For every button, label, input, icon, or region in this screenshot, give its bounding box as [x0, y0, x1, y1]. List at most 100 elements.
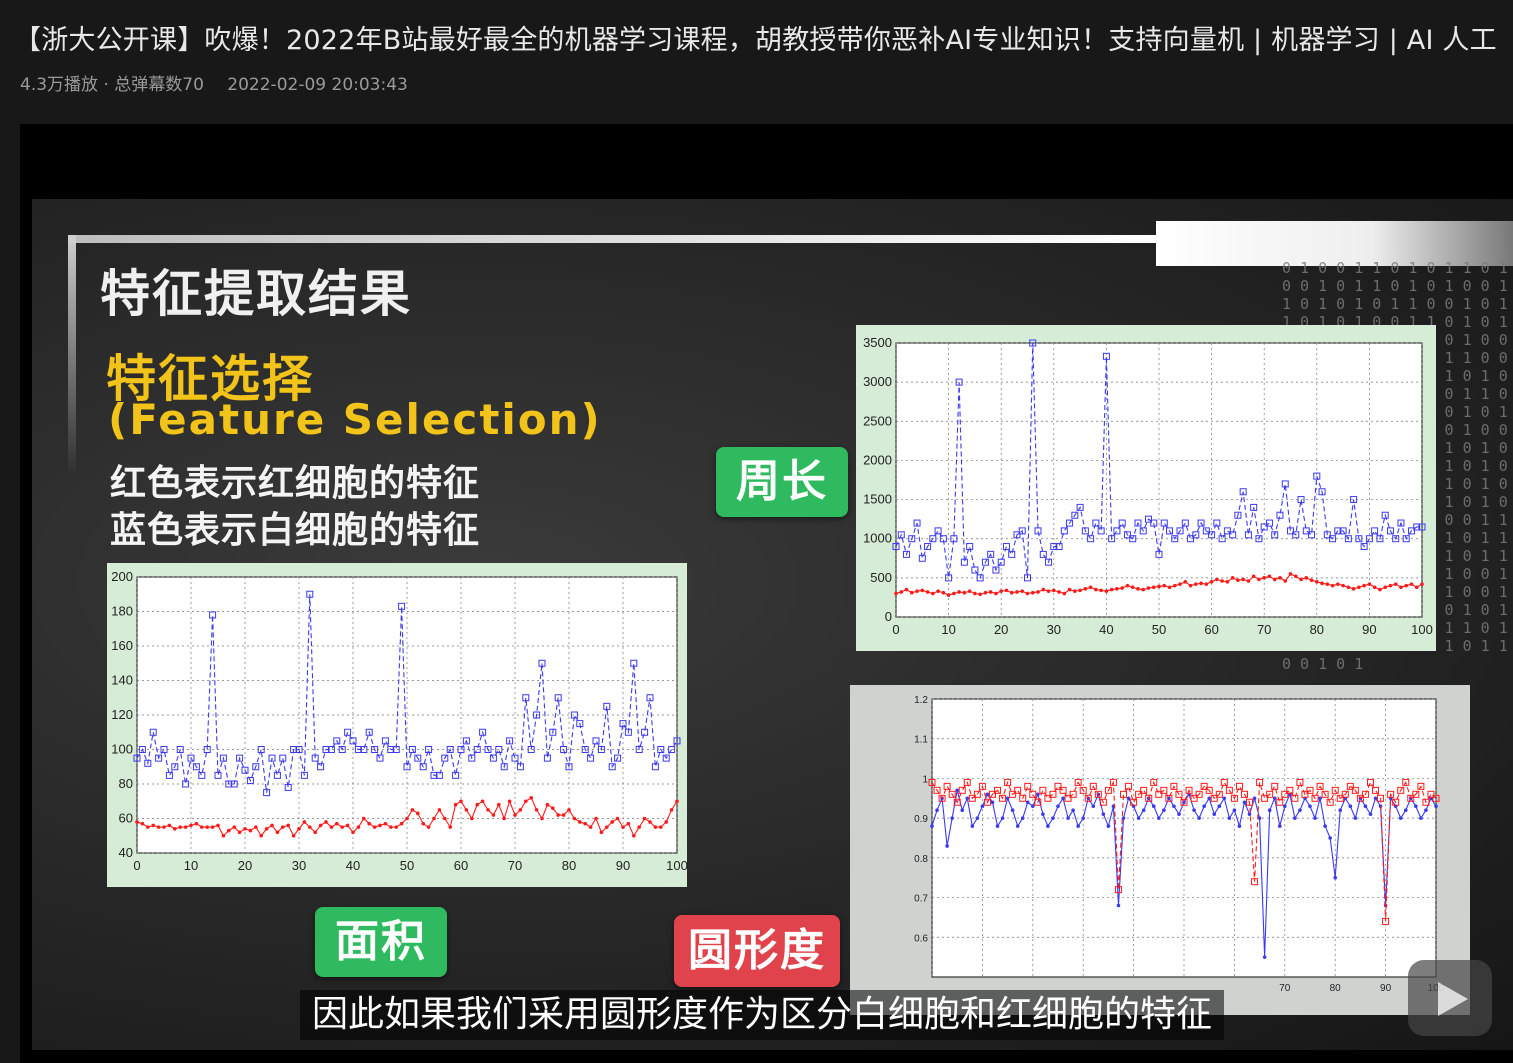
data-point [1434, 804, 1438, 809]
data-point [540, 816, 544, 821]
data-point [975, 816, 980, 820]
data-point [985, 792, 990, 797]
data-point [1141, 587, 1146, 592]
data-point [209, 611, 217, 619]
data-point [990, 800, 995, 805]
data-point [1328, 836, 1332, 840]
data-point [1114, 886, 1122, 894]
data-point [1299, 577, 1303, 582]
data-point [1265, 519, 1273, 527]
data-point [561, 813, 566, 817]
data-point [1145, 794, 1153, 802]
data-point [194, 821, 199, 826]
y-tick-label: 120 [111, 707, 133, 722]
data-point [1064, 794, 1072, 802]
data-point [1309, 578, 1314, 583]
perimeter-chart: 0 500 1000 1500 2000 2500 3000 3500 0 10 20 30 40 50 6… [856, 325, 1436, 651]
data-point [960, 808, 965, 812]
data-point [1297, 496, 1305, 504]
y-tick-label: 40 [119, 845, 133, 860]
data-point [1339, 527, 1347, 535]
data-point [340, 825, 344, 829]
data-point [486, 808, 490, 812]
data-point [1069, 790, 1077, 798]
data-point [1373, 796, 1378, 801]
data-point [479, 728, 487, 736]
y-tick-label: 2500 [863, 413, 892, 428]
data-point [635, 746, 643, 753]
data-point [1013, 531, 1021, 539]
data-point [1139, 527, 1147, 535]
data-point [1237, 824, 1242, 828]
data-point [543, 754, 551, 762]
data-point [1302, 527, 1310, 535]
data-point [1116, 903, 1121, 908]
y-tick-label: 0.8 [914, 854, 928, 865]
data-point [967, 589, 972, 593]
data-point [1313, 472, 1321, 480]
video-player[interactable]: 0 1 0 0 1 1 0 1 0 1 1 0 1 0 0 1 0 1 1 0 … [20, 124, 1513, 1063]
data-point [1160, 519, 1168, 527]
data-point [1057, 590, 1061, 594]
data-point [403, 763, 411, 771]
data-point [1316, 782, 1324, 790]
data-point [1083, 587, 1088, 591]
data-point [995, 824, 1000, 828]
data-point [659, 825, 663, 829]
data-point [327, 746, 335, 753]
data-point [1050, 543, 1058, 551]
data-point [378, 823, 382, 828]
data-point [1272, 577, 1277, 582]
data-point [637, 825, 641, 829]
data-point [1162, 583, 1167, 588]
data-point [173, 827, 177, 831]
data-point [997, 558, 1005, 566]
x-tick-label: 50 [400, 858, 414, 873]
data-point [1066, 519, 1074, 527]
data-point [1223, 527, 1231, 535]
data-point [1205, 786, 1213, 794]
data-point [1123, 531, 1131, 539]
data-point [182, 780, 190, 788]
data-point [1126, 796, 1131, 801]
data-point [966, 543, 974, 551]
y-tick-label: 0.9 [914, 814, 928, 825]
y-tick-label: 1500 [863, 492, 892, 507]
data-point [511, 754, 519, 762]
data-point [892, 543, 900, 551]
play-logo-icon[interactable] [1408, 960, 1492, 1036]
data-point [1009, 790, 1017, 798]
data-point [1366, 778, 1374, 786]
data-point [1414, 585, 1419, 590]
data-point [187, 754, 195, 762]
data-point [939, 535, 947, 543]
y-tick-label: 3500 [863, 335, 892, 350]
data-point [1247, 812, 1252, 816]
data-point [1266, 790, 1274, 798]
circularity-chart: 0.60.70.80.911.11.2708090100 [850, 685, 1470, 1015]
data-point [446, 746, 454, 753]
data-point [1251, 878, 1259, 886]
data-point [1004, 778, 1012, 786]
data-point [318, 823, 323, 828]
data-point [1150, 778, 1158, 786]
data-point [1192, 808, 1196, 812]
data-point [621, 825, 625, 829]
data-point [1190, 794, 1198, 802]
data-point [1230, 576, 1235, 580]
data-point [913, 519, 921, 527]
data-point [1039, 786, 1047, 794]
x-tick-label: 10 [941, 622, 955, 637]
data-point [1378, 587, 1382, 592]
data-point [356, 825, 361, 829]
data-point [1104, 589, 1109, 593]
data-point [1377, 794, 1385, 802]
data-point [1160, 786, 1168, 794]
data-point [1257, 577, 1261, 582]
data-point [1150, 519, 1158, 527]
data-point [1288, 572, 1293, 576]
data-point [1079, 786, 1087, 794]
data-point [1140, 786, 1148, 794]
data-point [349, 737, 357, 745]
data-point [1304, 576, 1309, 580]
